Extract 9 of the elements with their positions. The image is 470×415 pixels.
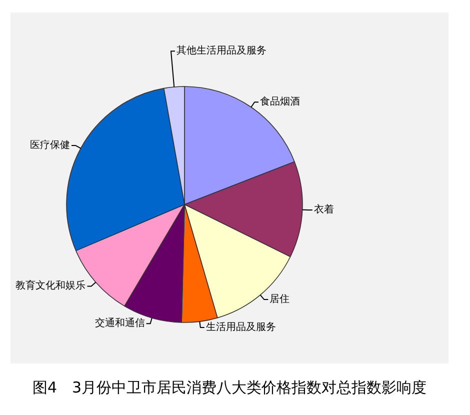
slice-label: 居住 <box>270 294 290 306</box>
slice-label: 交通和通信 <box>94 317 145 330</box>
slice-label: 衣着 <box>314 203 334 216</box>
slice-label: 教育文化和娱乐 <box>16 280 86 292</box>
slice-label: 食品烟酒 <box>260 96 300 108</box>
slice-label: 医疗保健 <box>30 138 70 151</box>
slice-label: 生活用品及服务 <box>206 320 276 333</box>
text: 图4 3月份中卫市居民消费八大类价格指数对总指数影响度 <box>32 378 427 396</box>
slice-label: 其他生活用品及服务 <box>176 44 266 57</box>
